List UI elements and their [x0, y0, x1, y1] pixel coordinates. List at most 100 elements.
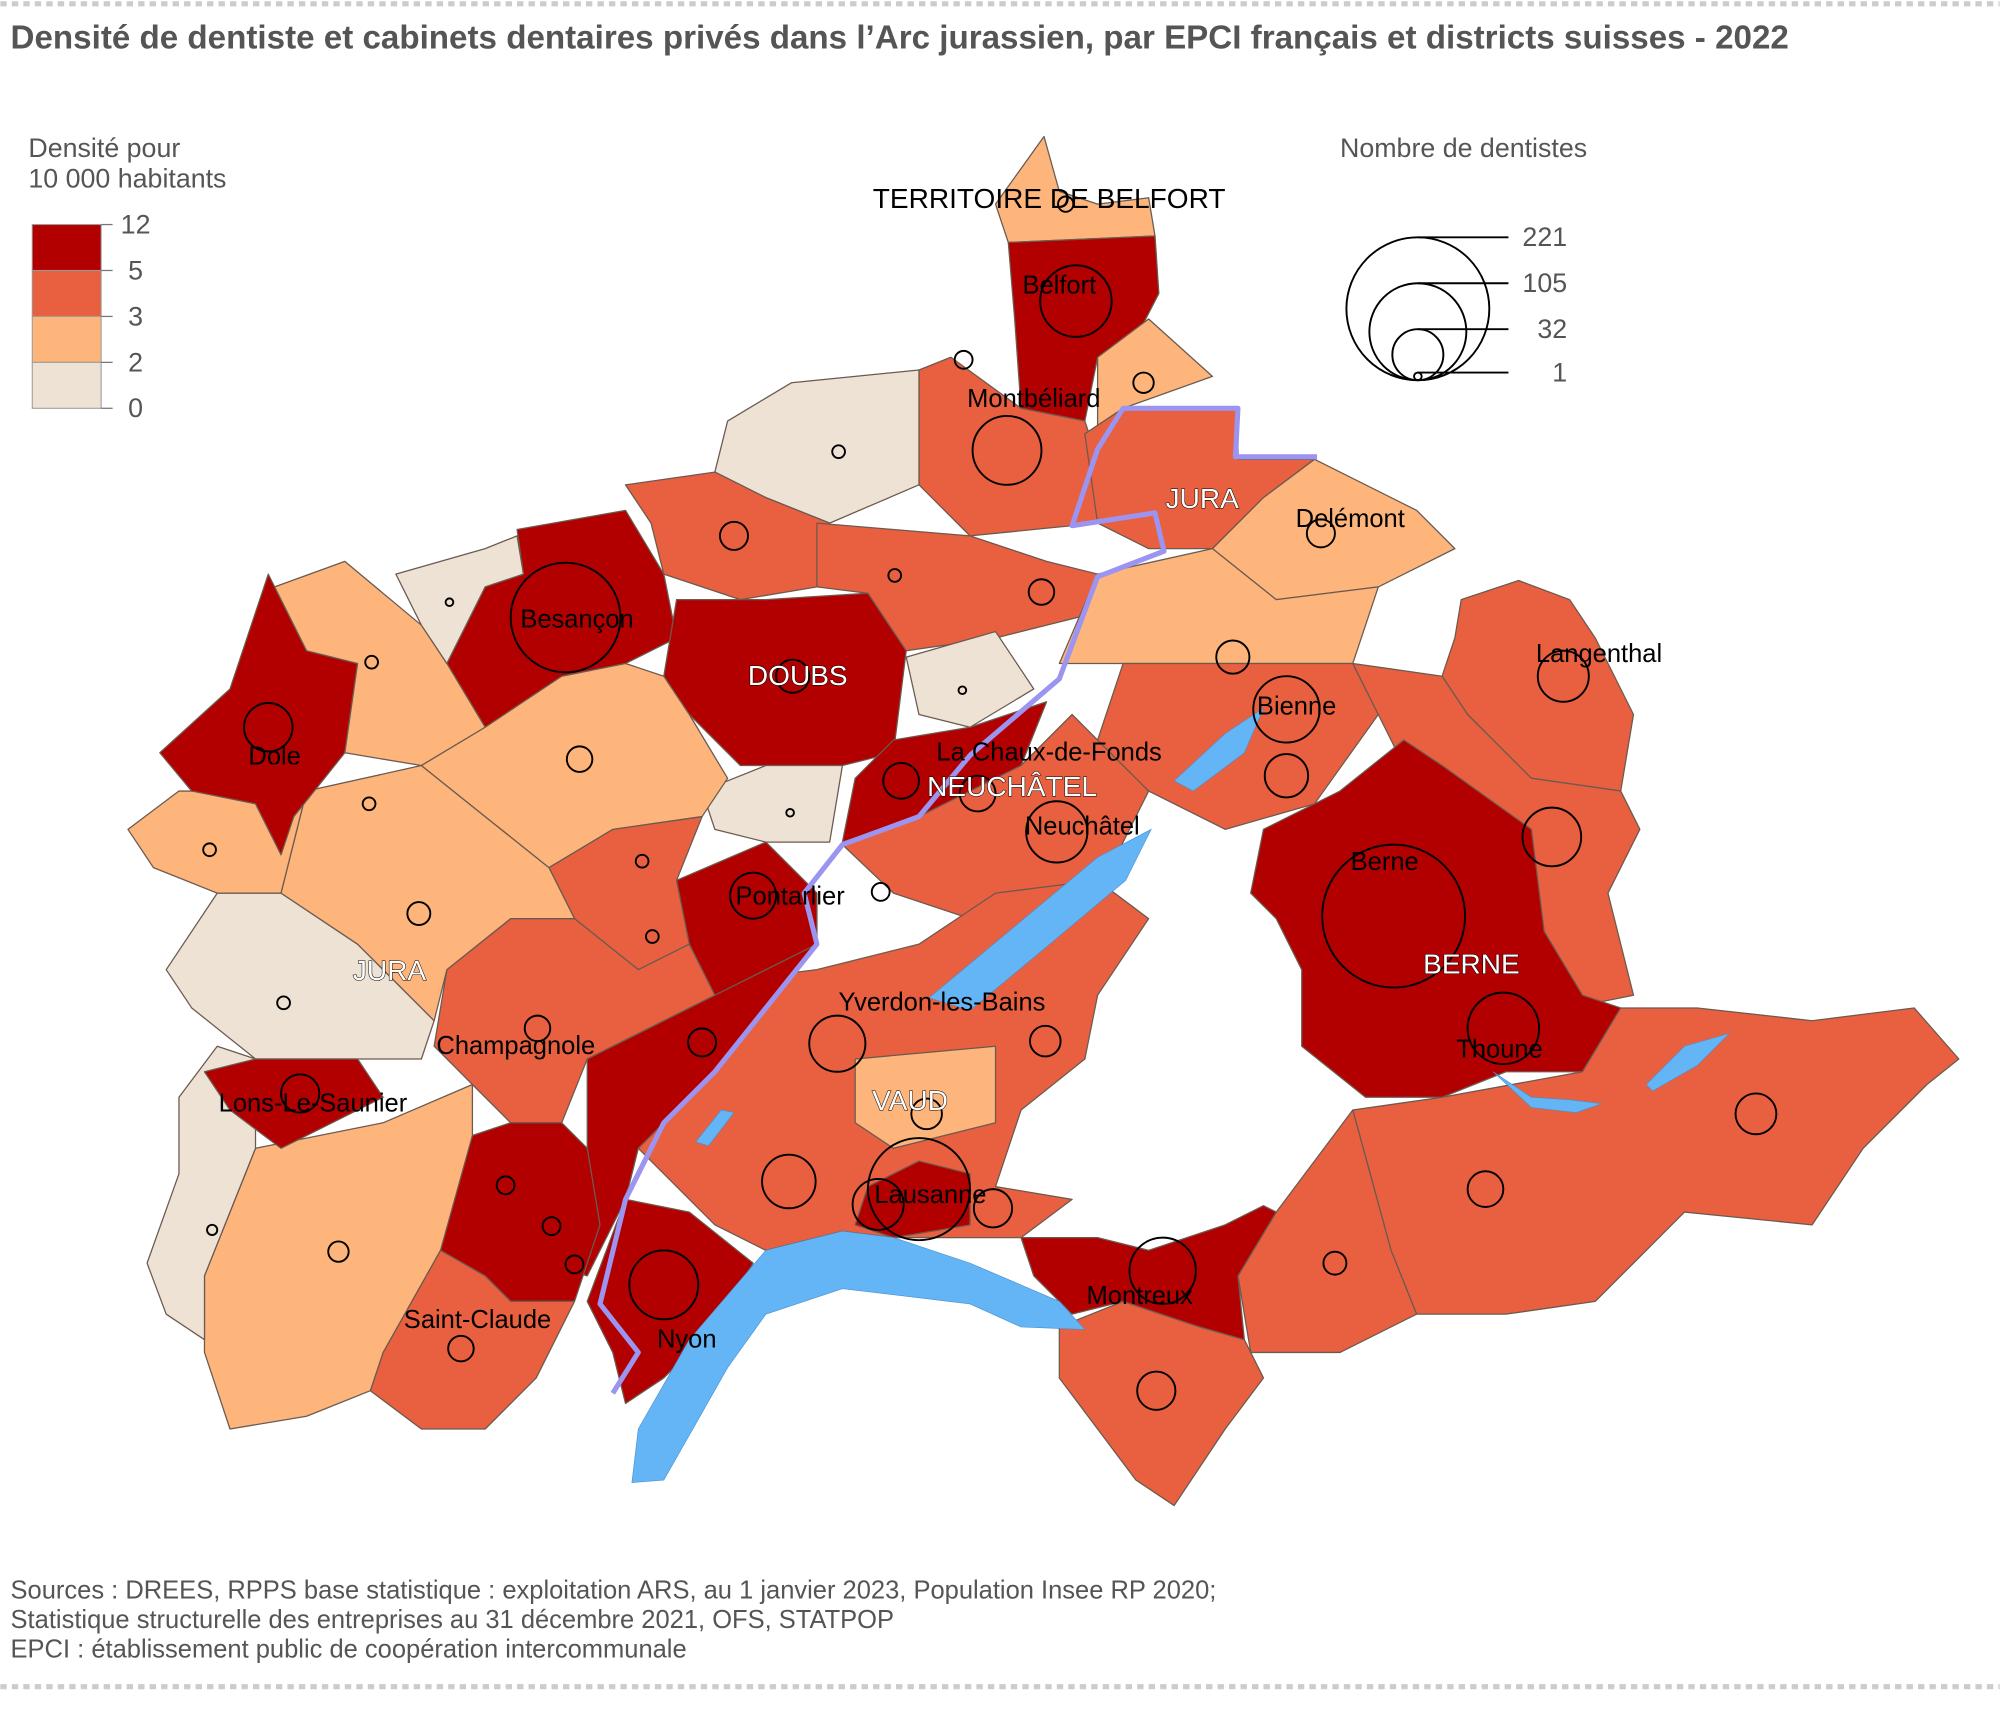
label-chaux-de-fonds: La Chaux-de-Fonds: [936, 738, 1161, 766]
dentist-bubble: [1521, 806, 1583, 868]
label-belfort: Belfort: [1022, 271, 1096, 299]
size-legend-label: 221: [1522, 222, 1567, 252]
dentist-bubble: [564, 1254, 585, 1275]
dentist-bubble: [202, 842, 217, 858]
choropleth-regions: [127, 135, 1960, 1507]
density-legend-title-2: 10 000 habitants: [28, 164, 226, 194]
label-doubs: DOUBS: [748, 660, 848, 691]
region-polygon: [203, 1083, 474, 1430]
label-jura-fr: JURA: [353, 955, 427, 986]
region-polygon: [1352, 1007, 1960, 1315]
dentist-bubble: [866, 1137, 971, 1242]
label-belfort-dept: TERRITOIRE DE BELFORT: [873, 183, 1226, 214]
density-break-label: 0: [128, 393, 143, 423]
dentist-bubble: [1321, 843, 1467, 989]
lake: [1645, 1032, 1731, 1092]
label-jura-ch: JURA: [1166, 483, 1240, 514]
size-legend-circle: [1345, 236, 1491, 382]
dentist-bubble: [444, 597, 455, 608]
label-langenthal: Langenthal: [1536, 640, 1662, 668]
dentist-bubble: [971, 414, 1043, 486]
dentist-bubble: [1132, 371, 1155, 394]
size-legend-title: Nombre de dentistes: [1340, 133, 1587, 163]
dentist-bubble: [243, 702, 294, 753]
region-polygon: [854, 1045, 997, 1149]
dentist-bubble: [729, 871, 778, 920]
dentist-bubble: [687, 1027, 718, 1058]
dentist-bubble: [1252, 675, 1321, 744]
label-nyon: Nyon: [657, 1325, 717, 1353]
dentist-bubble: [327, 1240, 350, 1263]
dentist-bubble: [1027, 578, 1056, 606]
dentist-bubble: [361, 796, 377, 812]
label-montbeliard: Montbéliard: [967, 385, 1100, 413]
label-delemont: Delémont: [1296, 505, 1405, 533]
dentist-bubble: [495, 1175, 516, 1196]
region-polygon: [905, 630, 1035, 728]
label-neuchatel: Neuchâtel: [1025, 812, 1140, 840]
dentist-bubble: [280, 1073, 321, 1114]
france-switzerland-border: [597, 405, 1318, 1395]
dentist-bubble: [1128, 1236, 1197, 1305]
dentist-bubble: [1136, 1370, 1177, 1411]
dentist-bubble: [785, 807, 795, 818]
dentist-bubble: [1025, 800, 1089, 864]
dentist-bubble: [1322, 1250, 1348, 1276]
label-vaud: VAUD: [872, 1085, 948, 1116]
dentist-bubble: [1215, 639, 1251, 675]
label-lausanne: Lausanne: [874, 1181, 986, 1209]
density-swatch: [31, 269, 102, 317]
lake: [1492, 1071, 1602, 1113]
lake: [928, 828, 1152, 1011]
label-saint-claude: Saint-Claude: [404, 1306, 551, 1334]
label-montreux: Montreux: [1087, 1282, 1194, 1310]
size-legend-label: 32: [1537, 314, 1567, 344]
dentist-bubble: [1734, 1092, 1778, 1136]
label-pontarlier: Pontarlier: [736, 883, 846, 911]
size-legend-circle: [1368, 282, 1468, 382]
size-legend: Nombre de dentistes 221 105 32 1: [1340, 133, 1587, 388]
dentist-bubble: [1039, 264, 1113, 338]
region-polygon: [203, 1058, 384, 1149]
label-yverdon: Yverdon-les-Bains: [838, 989, 1045, 1017]
dentist-bubble: [1057, 195, 1075, 213]
region-polygon: [1020, 1205, 1277, 1341]
region-polygon: [395, 535, 525, 665]
dentist-bubble: [634, 853, 650, 869]
region-polygon: [369, 1249, 576, 1430]
dentist-bubble: [972, 1188, 1014, 1229]
dentist-bubble: [775, 658, 811, 694]
dentist-bubble: [565, 745, 594, 773]
label-dole: Dole: [248, 742, 300, 770]
region-polygon: [701, 764, 844, 843]
dentist-bubble: [628, 1249, 700, 1321]
dentist-bubble: [953, 349, 974, 370]
label-lons: Lons-Le-Saunier: [219, 1089, 408, 1117]
dentist-bubble: [761, 1153, 817, 1210]
dentist-bubble: [1536, 649, 1590, 703]
label-berne: BERNE: [1423, 949, 1520, 980]
dentist-bubble: [851, 1177, 905, 1231]
dentist-bubble: [406, 901, 432, 926]
lake: [1173, 707, 1265, 792]
sources-line-2: Statistique structurelle des entreprises…: [11, 1606, 894, 1634]
region-polygon: [1237, 1109, 1418, 1354]
label-champagnole: Champagnole: [436, 1032, 595, 1060]
dentist-bubble: [1466, 1170, 1505, 1208]
map-title: Densité de dentiste et cabinets dentaire…: [11, 19, 1789, 56]
region-polygon: [420, 662, 729, 869]
density-swatch: [31, 224, 102, 271]
sources-line-1: Sources : DREES, RPPS base statistique :…: [11, 1577, 1217, 1605]
dentist-bubble: [1305, 518, 1336, 549]
density-swatch: [31, 315, 102, 363]
dentist-bubble: [364, 654, 379, 670]
region-polygon: [816, 522, 1099, 652]
dentist-count-bubbles: [202, 195, 1778, 1411]
dentist-bubble: [276, 995, 291, 1011]
density-legend-title-1: Densité pour: [28, 133, 180, 163]
dentist-bubble: [447, 1334, 475, 1363]
dentist-bubble: [882, 762, 920, 800]
density-swatch: [31, 361, 102, 409]
label-neuchatel: NEUCHÂTEL: [927, 771, 1097, 802]
